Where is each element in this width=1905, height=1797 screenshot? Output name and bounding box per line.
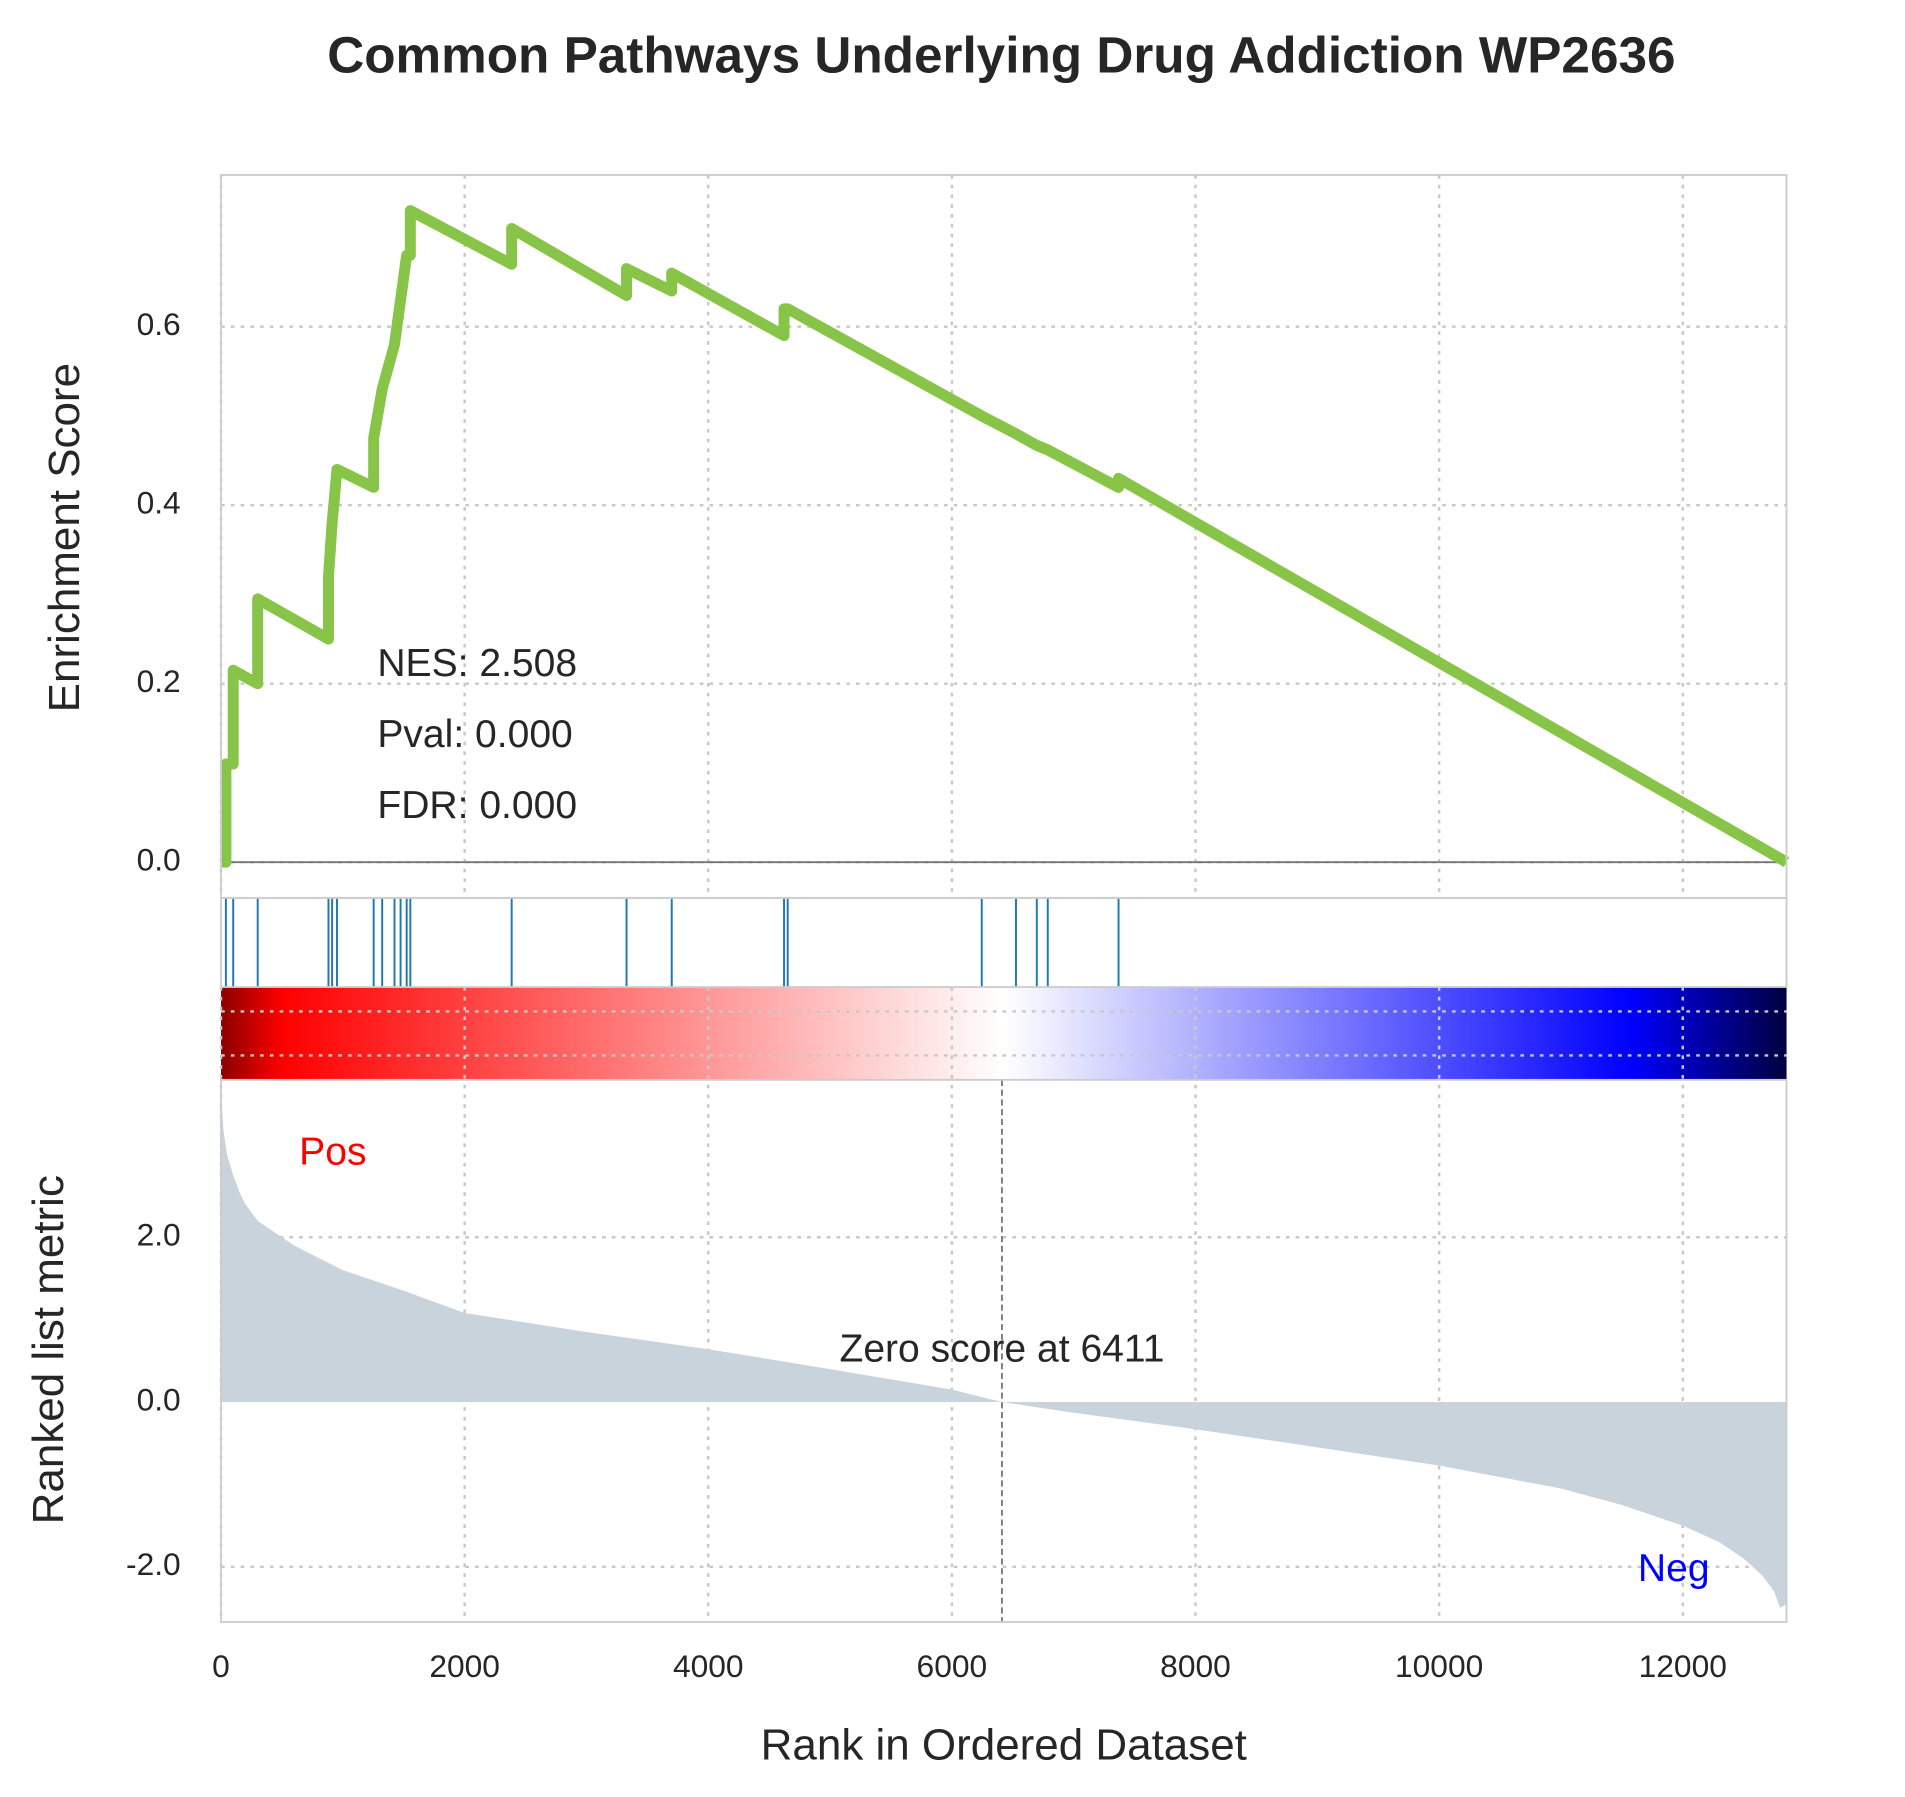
metric-axis-label: Ranked list metric	[24, 1175, 73, 1524]
x-tick-label: 8000	[1160, 1648, 1231, 1684]
x-tick-label: 10000	[1395, 1648, 1483, 1684]
y-tick-label: 0.2	[137, 663, 181, 699]
stat-annotation: Pval: 0.000	[377, 713, 572, 756]
metric-tick-label: -2.0	[126, 1546, 181, 1582]
x-tick-label: 2000	[429, 1648, 500, 1684]
y-tick-label: 0.4	[137, 485, 181, 521]
x-tick-label: 0	[212, 1648, 230, 1684]
chart-title: Common Pathways Underlying Drug Addictio…	[327, 27, 1675, 84]
es-curve	[220, 205, 1790, 868]
x-tick-label: 12000	[1639, 1648, 1727, 1684]
metric-frame	[220, 1078, 1788, 1623]
color-bar	[221, 987, 1787, 1080]
zero-score-label: Zero score at 6411	[839, 1327, 1164, 1370]
pos-label: Pos	[299, 1131, 366, 1174]
x-tick-label: 4000	[673, 1648, 744, 1684]
x-tick-label: 6000	[917, 1648, 988, 1684]
metric-tick-label: 2.0	[137, 1217, 181, 1253]
metric-area	[221, 1088, 1787, 1609]
stat-annotation: FDR: 0.000	[377, 784, 577, 827]
plot-layer: 0 2000 4000 6000 8000 10000 12000 0.0 0.2 0.4 0.6 -…	[126, 174, 1790, 1684]
metric-tick-label: 0.0	[137, 1381, 181, 1417]
y-axis-label: Enrichment Score	[40, 363, 89, 712]
x-axis-label: Rank in Ordered Dataset	[761, 1720, 1247, 1769]
hits-frame	[220, 896, 1788, 988]
stat-annotation: NES: 2.508	[377, 642, 577, 685]
y-tick-label: 0.0	[137, 842, 181, 878]
y-tick-label: 0.6	[137, 306, 181, 342]
neg-label: Neg	[1638, 1547, 1710, 1590]
